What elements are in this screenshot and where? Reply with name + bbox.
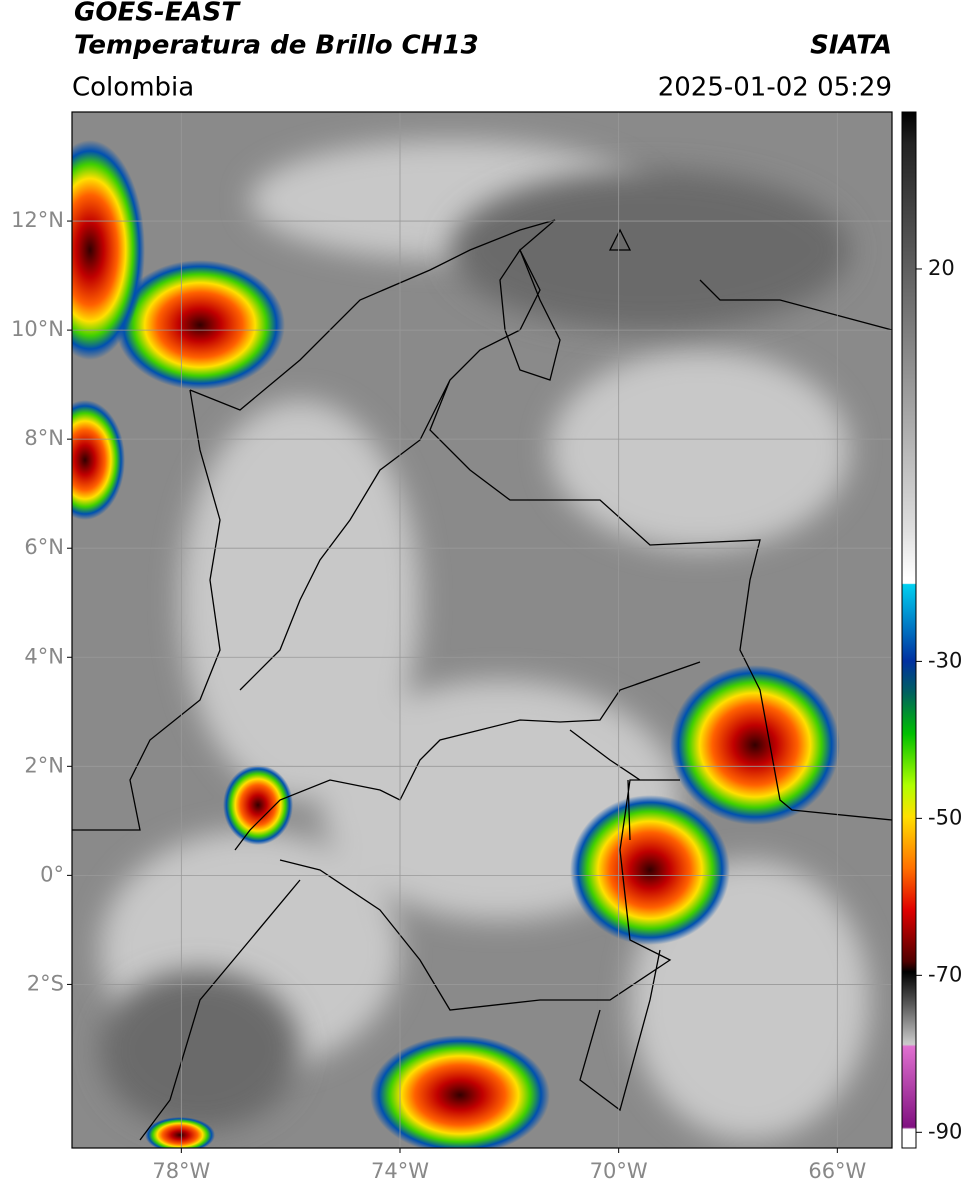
title: GOES-EAST	[74, 0, 241, 28]
lon-tick-label: 66°W	[808, 1159, 866, 1183]
colorbar-tick-label: -90	[928, 1119, 962, 1143]
lat-tick-label: 8°N	[24, 426, 64, 450]
lat-tick-label: 4°N	[24, 644, 64, 668]
lat-tick-label: 2°N	[24, 753, 64, 777]
colorbar	[901, 111, 917, 1149]
lat-tick-label: 10°N	[11, 317, 64, 341]
lon-tick-label: 78°W	[152, 1159, 210, 1183]
colorbar-tick-label: -70	[928, 962, 962, 986]
satellite-image	[72, 112, 892, 1148]
lon-tick-label: 74°W	[371, 1159, 429, 1183]
colorbar-tick-label: -30	[928, 648, 962, 672]
lat-tick-label: 12°N	[11, 208, 64, 232]
colorbar-tick-label: 20	[928, 256, 955, 280]
lat-tick-label: 0°	[40, 862, 64, 886]
source: SIATA	[810, 31, 892, 61]
lat-tick-label: 6°N	[24, 535, 64, 559]
lon-tick-label: 70°W	[590, 1159, 648, 1183]
region: Colombia	[72, 73, 194, 103]
lat-tick-label: 2°S	[27, 971, 64, 995]
subtitle: Temperatura de Brillo CH13	[74, 31, 479, 61]
colorbar-tick-label: -50	[928, 805, 962, 829]
datetime: 2025-01-02 05:29	[658, 73, 892, 103]
map-frame	[71, 111, 893, 1149]
